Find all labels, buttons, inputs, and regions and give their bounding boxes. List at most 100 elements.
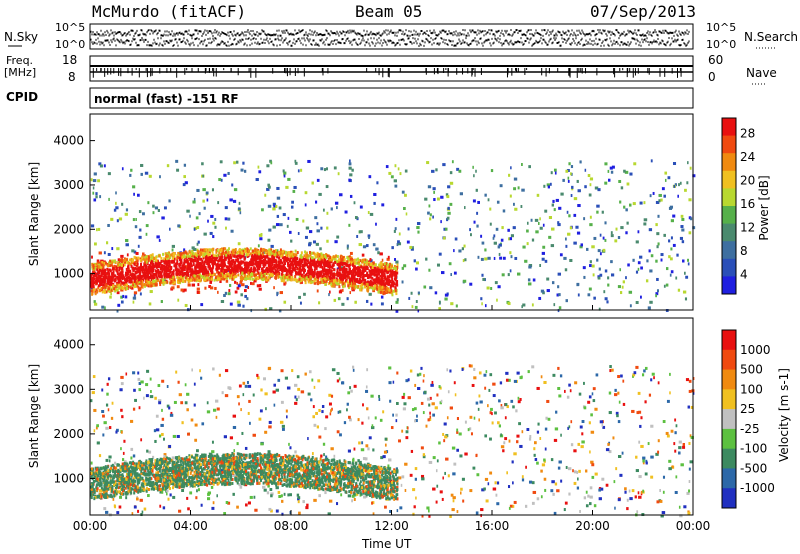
range-gate-cell: [163, 265, 166, 269]
range-gate-cell: [146, 256, 149, 260]
range-gate-cell: [186, 254, 189, 258]
range-gate-cell: [376, 247, 379, 251]
range-gate-cell: [224, 256, 227, 260]
range-gate-cell: [207, 259, 210, 263]
range-gate-cell: [353, 258, 356, 262]
range-gate-cell: [276, 291, 279, 295]
range-gate-cell: [244, 250, 247, 254]
range-gate-cell: [416, 226, 420, 230]
range-gate-cell: [337, 172, 340, 176]
range-gate-cell: [203, 272, 206, 276]
range-gate-cell: [149, 276, 152, 280]
range-gate-cell: [336, 282, 339, 286]
range-gate-cell: [342, 260, 345, 264]
range-gate-cell: [271, 262, 274, 266]
range-gate-cell: [499, 256, 503, 260]
range-gate-cell: [295, 217, 299, 221]
range-gate-cell: [103, 272, 106, 276]
range-gate-cell: [205, 268, 208, 272]
range-gate-cell: [446, 216, 450, 220]
range-gate-cell: [207, 219, 209, 223]
range-gate-cell: [189, 269, 192, 273]
range-gate-cell: [692, 226, 696, 230]
range-gate-cell: [293, 278, 296, 282]
range-gate-cell: [643, 218, 648, 222]
range-gate-cell: [121, 167, 124, 171]
range-gate-cell: [160, 280, 163, 284]
range-gate-cell: [387, 290, 390, 294]
range-gate-cell: [333, 276, 336, 280]
range-gate-cell: [114, 289, 117, 293]
range-gate-cell: [330, 260, 333, 264]
range-gate-cell: [368, 282, 371, 286]
range-gate-cell: [480, 297, 483, 301]
range-gate-cell: [251, 282, 255, 286]
range-gate-cell: [102, 286, 105, 290]
range-gate-cell: [118, 268, 121, 272]
range-gate-cell: [331, 258, 334, 262]
range-gate-cell: [514, 256, 518, 260]
range-gate-cell: [206, 248, 209, 252]
range-gate-cell: [495, 227, 499, 231]
range-gate-cell: [690, 217, 693, 221]
range-gate-cell: [391, 277, 394, 281]
range-gate-cell: [201, 268, 204, 272]
range-gate-cell: [163, 275, 166, 279]
range-gate-cell: [368, 269, 371, 273]
range-gate-cell: [604, 297, 608, 301]
range-gate-cell: [507, 302, 511, 306]
range-gate-cell: [275, 273, 278, 277]
range-gate-cell: [116, 309, 119, 313]
range-gate-cell: [116, 275, 119, 279]
range-gate-cell: [597, 249, 601, 253]
range-gate-cell: [224, 247, 227, 251]
range-gate-cell: [178, 254, 181, 258]
range-gate-cell: [147, 270, 150, 274]
range-gate-cell: [196, 274, 199, 278]
range-gate-cell: [182, 275, 185, 279]
range-gate-cell: [280, 276, 283, 280]
range-gate-cell: [493, 234, 496, 238]
range-gate-cell: [386, 268, 389, 272]
range-gate-cell: [260, 254, 263, 258]
range-gate-cell: [278, 275, 281, 279]
range-gate-cell: [186, 271, 189, 275]
range-gate-cell: [178, 270, 182, 274]
range-gate-cell: [100, 279, 103, 283]
range-gate-cell: [394, 164, 397, 168]
range-gate-cell: [475, 169, 477, 173]
range-gate-cell: [438, 300, 441, 304]
range-gate-cell: [268, 267, 271, 271]
range-gate-cell: [211, 258, 214, 262]
range-gate-cell: [370, 302, 373, 306]
range-gate-cell: [286, 275, 289, 279]
range-gate-cell: [275, 205, 278, 209]
range-gate-cell: [287, 177, 291, 181]
range-gate-cell: [514, 207, 518, 211]
range-gate-cell: [223, 293, 226, 297]
range-gate-cell: [103, 251, 106, 255]
range-gate-cell: [313, 281, 317, 285]
range-gate-cell: [399, 172, 402, 176]
range-gate-cell: [282, 263, 285, 267]
range-gate-cell: [353, 280, 356, 284]
range-gate-cell: [199, 264, 202, 268]
range-gate-cell: [312, 240, 317, 244]
range-gate-cell: [558, 293, 561, 297]
range-gate-cell: [342, 258, 345, 262]
range-gate-cell: [173, 264, 176, 268]
range-gate-cell: [171, 286, 175, 290]
range-gate-cell: [610, 234, 614, 238]
range-gate-cell: [458, 249, 462, 253]
range-gate-cell: [389, 280, 392, 284]
range-gate-cell: [95, 277, 98, 281]
range-gate-cell: [201, 259, 204, 263]
range-gate-cell: [189, 273, 192, 277]
range-gate-cell: [274, 249, 277, 253]
range-gate-cell: [149, 268, 152, 272]
range-gate-cell: [261, 260, 264, 264]
range-gate-cell: [335, 259, 338, 263]
range-gate-cell: [338, 263, 341, 267]
range-gate-cell: [688, 231, 692, 235]
range-gate-cell: [95, 195, 98, 199]
